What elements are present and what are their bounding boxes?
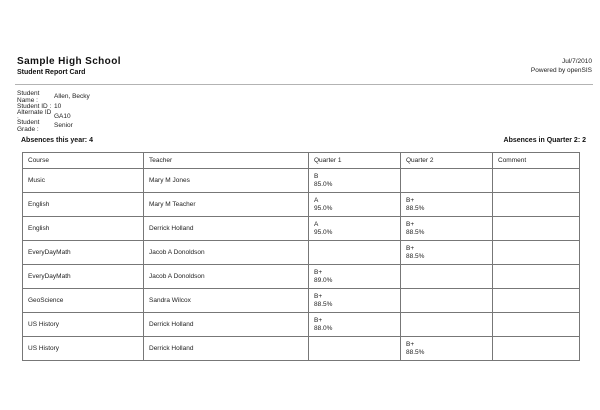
table-row: Music Mary M Jones B 85.0% <box>22 168 580 193</box>
quarter1-cell: A 95.0% <box>308 216 401 241</box>
table-header-row: Course Teacher Quarter 1 Quarter 2 Comme… <box>22 152 580 169</box>
grade-letter: B+ <box>406 244 415 252</box>
teacher-cell: Jacob A Donoldson <box>143 240 309 265</box>
grade-percent: 95.0% <box>314 204 333 212</box>
header-comment: Comment <box>492 152 580 169</box>
grade-percent: 88.5% <box>406 348 425 356</box>
course-cell: Music <box>22 168 144 193</box>
quarter1-cell: B+ 89.0% <box>308 264 401 289</box>
alternate-id-value: GA10 <box>54 112 71 120</box>
alternate-id-row: Alternate ID : GA10 <box>17 109 90 124</box>
grade-percent: 88.5% <box>314 300 333 308</box>
table-row: US History Derrick Holland B+ 88.5% <box>22 336 580 361</box>
grade-letter: A <box>314 196 319 204</box>
quarter1-cell: B 85.0% <box>308 168 401 193</box>
course-cell: US History <box>22 336 144 361</box>
quarter2-cell: B+ 88.5% <box>400 192 493 217</box>
quarter2-cell <box>400 312 493 337</box>
grade-letter: B+ <box>314 268 323 276</box>
header-quarter2: Quarter 2 <box>400 152 493 169</box>
header-teacher: Teacher <box>143 152 309 169</box>
comment-cell <box>492 264 580 289</box>
teacher-cell: Mary M Teacher <box>143 192 309 217</box>
quarter2-cell <box>400 168 493 193</box>
header-quarter1: Quarter 1 <box>308 152 401 169</box>
quarter2-cell: B+ 88.5% <box>400 336 493 361</box>
report-date: Jul/7/2010 <box>562 58 592 65</box>
grade-letter: B+ <box>406 196 415 204</box>
quarter2-cell <box>400 264 493 289</box>
student-name-row: Student Name : Allen, Becky <box>17 89 90 104</box>
teacher-cell: Derrick Holland <box>143 216 309 241</box>
teacher-cell: Derrick Holland <box>143 336 309 361</box>
grade-percent: 88.0% <box>314 324 333 332</box>
grade-percent: 85.0% <box>314 180 333 188</box>
teacher-cell: Jacob A Donoldson <box>143 264 309 289</box>
grade-letter: B+ <box>406 220 415 228</box>
table-row: English Mary M Teacher A 95.0% B+ 88.5% <box>22 192 580 217</box>
grade-letter: B <box>314 172 319 180</box>
absences-year: Absences this year: 4 <box>21 137 93 144</box>
course-cell: EveryDayMath <box>22 240 144 265</box>
course-cell: GeoScience <box>22 288 144 313</box>
student-id-value: 10 <box>54 103 62 111</box>
quarter1-cell <box>308 336 401 361</box>
absences-quarter: Absences in Quarter 2: 2 <box>503 137 586 144</box>
school-name: Sample High School <box>17 56 121 67</box>
course-cell: US History <box>22 312 144 337</box>
table-row: English Derrick Holland A 95.0% B+ 88.5% <box>22 216 580 241</box>
table-row: GeoScience Sandra Wilcox B+ 88.5% <box>22 288 580 313</box>
report-title: Student Report Card <box>17 69 86 76</box>
grade-letter: B+ <box>314 316 323 324</box>
quarter2-cell <box>400 288 493 313</box>
quarter2-cell: B+ 88.5% <box>400 216 493 241</box>
comment-cell <box>492 312 580 337</box>
student-grade-label: Student Grade : <box>17 118 40 133</box>
grade-letter: A <box>314 220 319 228</box>
header-right-block: Jul/7/2010 Powered by openSIS <box>531 57 592 75</box>
student-name-label: Student Name : <box>17 89 40 104</box>
grade-percent: 88.5% <box>406 204 425 212</box>
table-row: EveryDayMath Jacob A Donoldson B+ 89.0% <box>22 264 580 289</box>
grades-table: Course Teacher Quarter 1 Quarter 2 Comme… <box>22 152 580 361</box>
grade-percent: 88.5% <box>406 228 425 236</box>
student-info-block: Student Name : Allen, Becky Student ID :… <box>17 89 90 133</box>
table-row: EveryDayMath Jacob A Donoldson B+ 88.5% <box>22 240 580 265</box>
student-id-row: Student ID : 10 <box>17 102 90 112</box>
header-course: Course <box>22 152 144 169</box>
grade-percent: 95.0% <box>314 228 333 236</box>
quarter1-cell: A 95.0% <box>308 192 401 217</box>
quarter1-cell: B+ 88.5% <box>308 288 401 313</box>
quarter1-cell <box>308 240 401 265</box>
grade-percent: 89.0% <box>314 276 333 284</box>
comment-cell <box>492 168 580 193</box>
table-head: Course Teacher Quarter 1 Quarter 2 Comme… <box>22 152 580 169</box>
quarter2-cell: B+ 88.5% <box>400 240 493 265</box>
student-grade-value: Senior <box>54 122 73 130</box>
grade-percent: 88.5% <box>406 252 425 260</box>
comment-cell <box>492 192 580 217</box>
teacher-cell: Sandra Wilcox <box>143 288 309 313</box>
comment-cell <box>492 288 580 313</box>
teacher-cell: Mary M Jones <box>143 168 309 193</box>
table-row: US History Derrick Holland B+ 88.0% <box>22 312 580 337</box>
comment-cell <box>492 336 580 361</box>
powered-by: Powered by openSIS <box>530 67 592 74</box>
header-divider <box>15 84 593 85</box>
comment-cell <box>492 216 580 241</box>
grade-letter: B+ <box>406 340 415 348</box>
report-table-body: Music Mary M Jones B 85.0% English Mary M Tea… <box>22 168 580 361</box>
student-grade-row: Student Grade : Senior <box>17 118 90 133</box>
comment-cell <box>492 240 580 265</box>
course-cell: English <box>22 216 144 241</box>
grade-letter: B+ <box>314 292 323 300</box>
quarter1-cell: B+ 88.0% <box>308 312 401 337</box>
course-cell: English <box>22 192 144 217</box>
teacher-cell: Derrick Holland <box>143 312 309 337</box>
alternate-id-label: Alternate ID : <box>17 109 52 124</box>
course-cell: EveryDayMath <box>22 264 144 289</box>
student-name-value: Allen, Becky <box>54 93 90 101</box>
student-id-label: Student ID : <box>17 103 52 111</box>
